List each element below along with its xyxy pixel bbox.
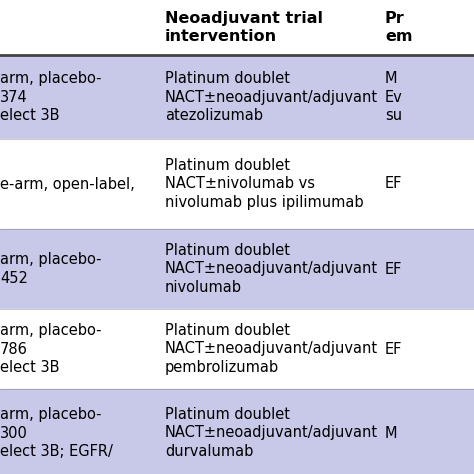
Bar bbox=[0, 55, 474, 139]
Bar bbox=[0, 0, 474, 55]
Bar bbox=[0, 309, 474, 389]
Bar bbox=[0, 139, 474, 229]
Text: Platinum doublet
NACT±neoadjuvant/adjuvant
nivolumab: Platinum doublet NACT±neoadjuvant/adjuva… bbox=[165, 243, 378, 295]
Text: EF: EF bbox=[385, 176, 402, 191]
Bar bbox=[0, 389, 474, 474]
Text: Pr
em: Pr em bbox=[385, 11, 412, 44]
Text: arm, placebo-
374
elect 3B: arm, placebo- 374 elect 3B bbox=[0, 71, 101, 123]
Text: EF: EF bbox=[385, 262, 402, 276]
Text: arm, placebo-
300
elect 3B; EGFR/: arm, placebo- 300 elect 3B; EGFR/ bbox=[0, 407, 113, 459]
Bar bbox=[0, 229, 474, 309]
Text: Platinum doublet
NACT±neoadjuvant/adjuvant
durvalumab: Platinum doublet NACT±neoadjuvant/adjuva… bbox=[165, 407, 378, 459]
Text: Neoadjuvant trial
intervention: Neoadjuvant trial intervention bbox=[165, 11, 323, 44]
Text: Platinum doublet
NACT±neoadjuvant/adjuvant
pembrolizumab: Platinum doublet NACT±neoadjuvant/adjuva… bbox=[165, 323, 378, 375]
Text: e-arm, open-label,: e-arm, open-label, bbox=[0, 176, 135, 191]
Text: Platinum doublet
NACT±neoadjuvant/adjuvant
atezolizumab: Platinum doublet NACT±neoadjuvant/adjuva… bbox=[165, 71, 378, 123]
Text: EF: EF bbox=[385, 341, 402, 356]
Text: arm, placebo-
452: arm, placebo- 452 bbox=[0, 252, 101, 286]
Text: M
Ev
su: M Ev su bbox=[385, 71, 403, 123]
Text: arm, placebo-
786
elect 3B: arm, placebo- 786 elect 3B bbox=[0, 323, 101, 375]
Text: M: M bbox=[385, 426, 398, 440]
Text: Platinum doublet
NACT±nivolumab vs
nivolumab plus ipilimumab: Platinum doublet NACT±nivolumab vs nivol… bbox=[165, 158, 364, 210]
